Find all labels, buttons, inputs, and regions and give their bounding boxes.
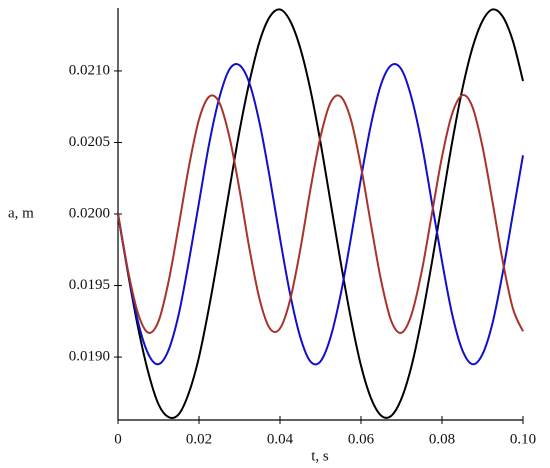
line-series [117, 94, 524, 334]
y-tick-label: 0.0200 [69, 205, 110, 221]
x-tick-label: 0.08 [429, 431, 455, 447]
y-axis-label: a, m [8, 205, 34, 221]
x-tick-label: 0.06 [348, 431, 375, 447]
y-tick-label: 0.0190 [69, 348, 110, 364]
x-tick-label: 0.04 [267, 431, 294, 447]
y-tick-label: 0.0205 [69, 134, 110, 150]
x-tick-label: 0.10 [510, 431, 536, 447]
y-tick-label: 0.0210 [69, 62, 110, 78]
x-axis-label: t, s [311, 448, 329, 464]
x-tick-label: 0 [114, 431, 122, 447]
line-series [117, 8, 524, 420]
x-tick-label: 0.02 [186, 431, 212, 447]
line-series [117, 63, 524, 366]
y-tick-label: 0.0195 [69, 277, 110, 293]
